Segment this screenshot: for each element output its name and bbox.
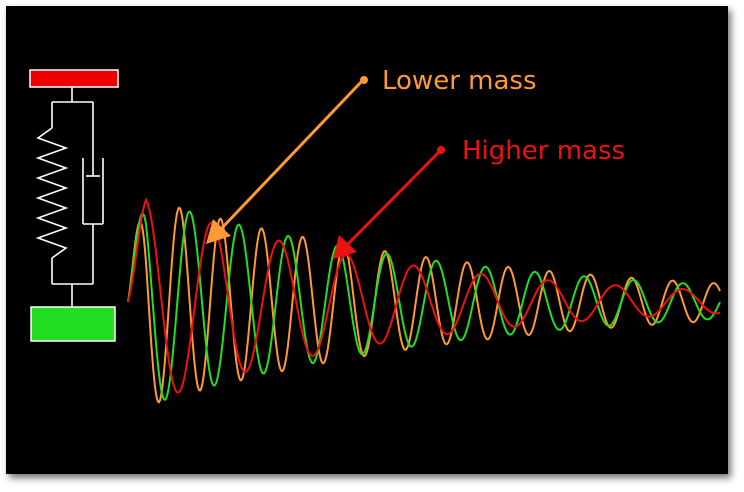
higher-mass-callout: Higher mass xyxy=(333,136,625,259)
diagram-frame: Lower mass Higher mass xyxy=(6,6,728,474)
bottom-mass-block xyxy=(30,306,116,342)
spring xyxy=(35,127,69,259)
oscillation-diagram: Lower mass Higher mass xyxy=(29,66,721,404)
spring-damper-linkage xyxy=(35,87,104,307)
spring-damper-schematic xyxy=(29,69,119,342)
oscillation-curves xyxy=(127,197,721,404)
lower-mass-dot xyxy=(360,76,368,84)
lower-mass-callout: Lower mass xyxy=(206,66,537,244)
higher-mass-arrowhead xyxy=(333,235,357,259)
higher-mass-dot xyxy=(437,146,445,154)
curve-green xyxy=(127,210,721,402)
top-mass-block xyxy=(29,69,119,88)
lower-mass-label: Lower mass xyxy=(382,66,537,96)
curve-higher-mass xyxy=(127,197,721,394)
higher-mass-label: Higher mass xyxy=(462,136,625,166)
lower-mass-arrowhead xyxy=(206,219,231,244)
